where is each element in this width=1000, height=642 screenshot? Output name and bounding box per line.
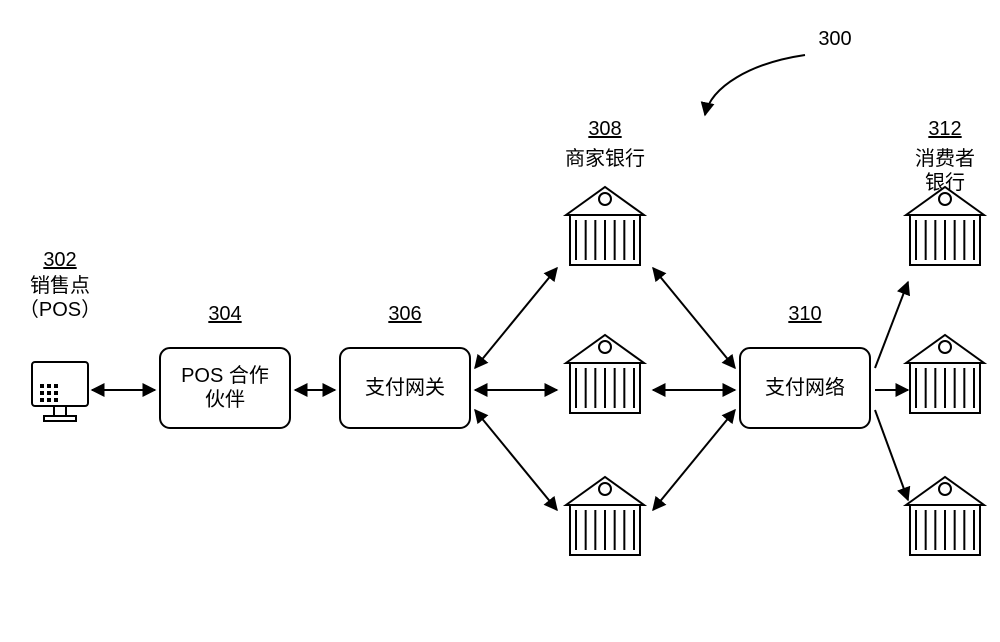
label-312-0: 消费者 bbox=[915, 147, 975, 170]
label-310-0: 支付网络 bbox=[765, 376, 845, 399]
edge bbox=[653, 410, 735, 510]
ref-308: 308 bbox=[588, 118, 621, 140]
label-304-0: POS 合作 bbox=[181, 364, 269, 387]
figure-swoosh bbox=[705, 55, 805, 115]
label-306-0: 支付网关 bbox=[365, 376, 445, 399]
edge bbox=[475, 268, 557, 368]
bank-icon-cbank_bot bbox=[906, 477, 984, 555]
edge bbox=[875, 282, 908, 368]
edge bbox=[475, 410, 557, 510]
label-304-1: 伙伴 bbox=[205, 388, 245, 411]
label-308-0: 商家银行 bbox=[565, 147, 645, 170]
ref-304: 304 bbox=[208, 303, 241, 325]
bank-icon-312 bbox=[906, 187, 984, 265]
pos-icon-302 bbox=[32, 362, 88, 421]
ref-302: 302 bbox=[43, 249, 76, 271]
figure-ref: 300 bbox=[818, 28, 851, 50]
box-304 bbox=[160, 348, 290, 428]
label-302-0: 销售点 bbox=[30, 274, 90, 297]
ref-310: 310 bbox=[788, 303, 821, 325]
bank-icon-308 bbox=[566, 187, 644, 265]
ref-312: 312 bbox=[928, 118, 961, 140]
ref-306: 306 bbox=[388, 303, 421, 325]
bank-icon-bank_bot bbox=[566, 477, 644, 555]
bank-icon-cbank_mid bbox=[906, 335, 984, 413]
label-302-1: （POS） bbox=[19, 298, 101, 321]
edge bbox=[653, 268, 735, 368]
edge bbox=[875, 410, 908, 500]
bank-icon-bank_mid bbox=[566, 335, 644, 413]
